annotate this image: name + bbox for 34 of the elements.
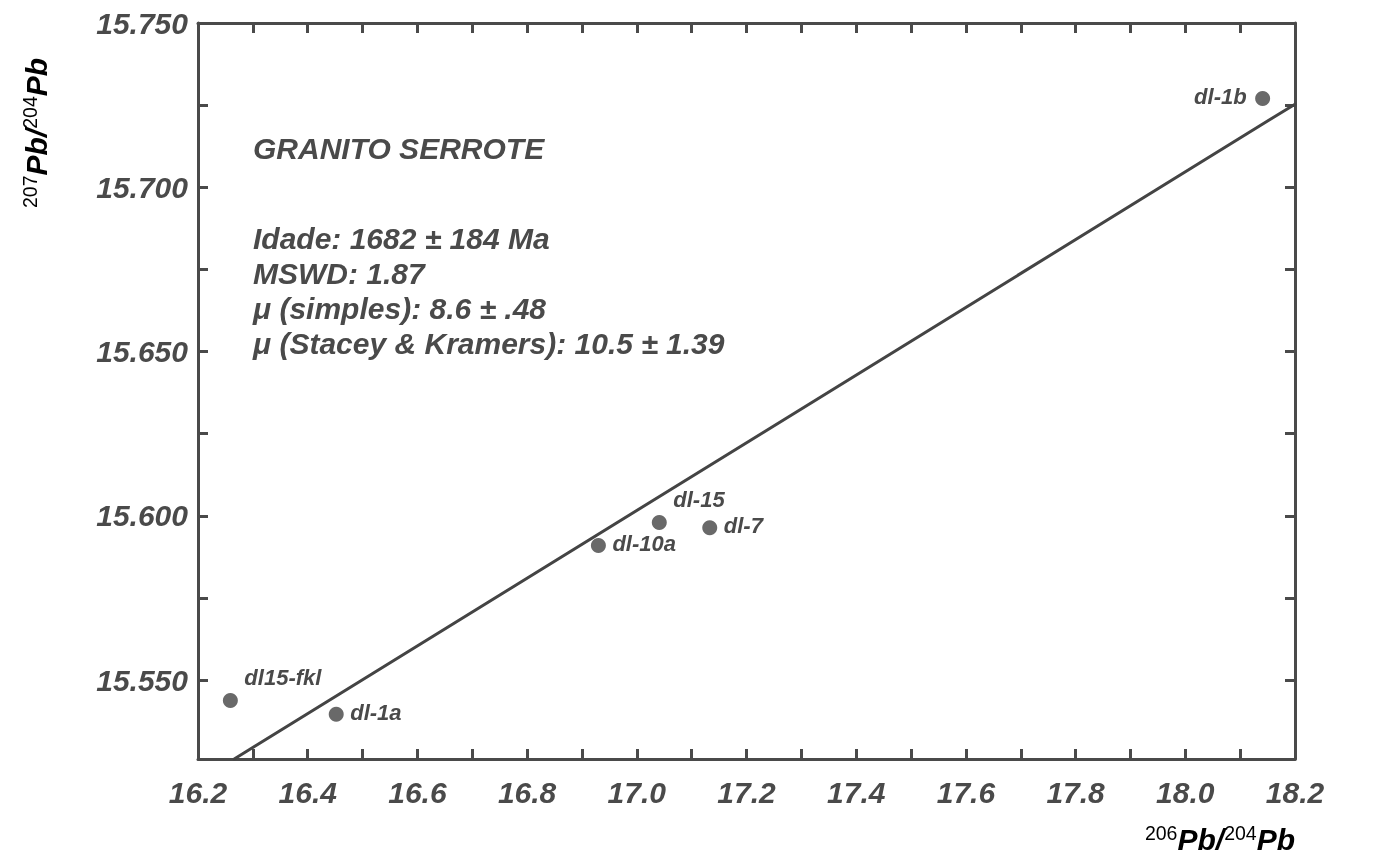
y-tick-label: 15.650 <box>96 335 189 369</box>
y-tick-label: 15.700 <box>96 170 189 204</box>
point <box>1255 91 1271 107</box>
point <box>590 537 606 553</box>
annotation: dl-10a <box>612 530 676 556</box>
point <box>222 693 238 709</box>
annotation: dl-1b <box>1194 84 1247 110</box>
annotation: μ (Stacey & Kramers): 10.5 ± 1.39 <box>252 326 725 360</box>
y-tick-label: 15.550 <box>96 663 189 697</box>
text: GRANITO SERROTE <box>253 131 546 165</box>
x-tick-label: 17.2 <box>717 775 777 809</box>
annotation: Idade: 1682 ± 184 Ma <box>253 221 550 255</box>
x-tick-label: 16.2 <box>168 775 228 809</box>
annotation: dl-15 <box>673 486 726 512</box>
y-tick-label: 15.750 <box>96 6 189 40</box>
annotation: MSWD: 1.87 <box>253 256 427 290</box>
x-tick-label: 17.4 <box>827 775 886 809</box>
x-tick-label: 17.6 <box>936 775 996 809</box>
point <box>702 520 718 536</box>
x-tick-label: 18.0 <box>1156 775 1215 809</box>
annotation: dl-7 <box>723 513 765 539</box>
x-tick-label: 16.8 <box>497 775 557 809</box>
x-tick-label: 17.8 <box>1046 775 1106 809</box>
annotation: dl-1a <box>350 699 402 725</box>
y-tick-label: 15.600 <box>96 499 189 533</box>
annotation: dl15-fkl <box>244 665 323 691</box>
y-axis-title: 207Pb/204Pb <box>19 57 54 208</box>
x-tick-label: 16.4 <box>278 775 338 809</box>
x-tick-label: 16.6 <box>388 775 447 809</box>
x-tick-label: 17.0 <box>607 775 667 809</box>
x-tick-label: 18.2 <box>1265 775 1325 809</box>
annotation: μ (simples): 8.6 ± .48 <box>252 291 547 325</box>
point <box>328 706 344 722</box>
point <box>651 514 667 530</box>
